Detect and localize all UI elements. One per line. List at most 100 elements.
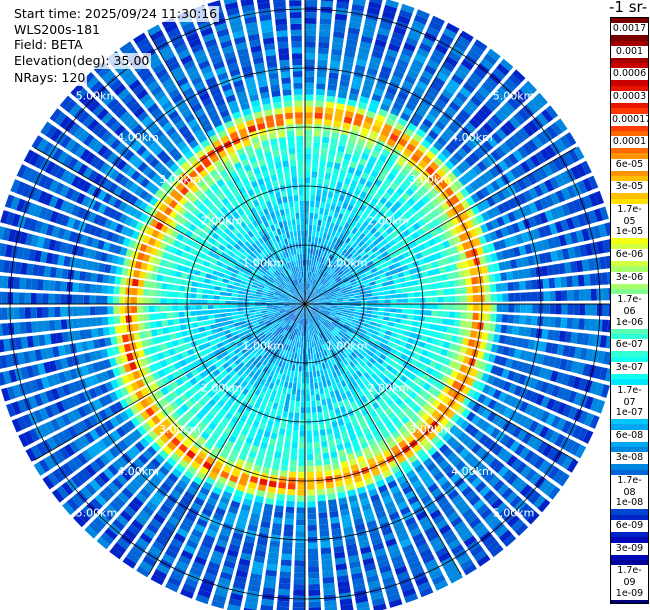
ray-gate bbox=[447, 280, 455, 288]
ray-gate bbox=[440, 348, 449, 357]
ray-gate bbox=[305, 306, 308, 313]
ray-gate bbox=[398, 425, 408, 435]
ray-gate bbox=[460, 287, 467, 294]
ray-gate bbox=[302, 318, 304, 325]
ray-gate bbox=[402, 298, 409, 303]
ray-gate bbox=[297, 495, 305, 502]
ray-gate bbox=[501, 214, 511, 225]
ray-gate bbox=[445, 105, 457, 117]
ray-gate bbox=[451, 494, 463, 506]
ray-gate bbox=[264, 575, 277, 583]
ray-gate bbox=[18, 307, 26, 319]
ray-gate bbox=[369, 253, 377, 260]
ray-gate bbox=[442, 288, 450, 296]
ray-gate bbox=[347, 383, 354, 391]
ray-gate bbox=[354, 188, 362, 196]
ray-gate bbox=[370, 365, 378, 372]
ray-gate bbox=[318, 275, 323, 282]
ray-gate bbox=[501, 314, 509, 323]
ray-gate bbox=[349, 345, 356, 352]
ray-gate bbox=[262, 436, 270, 444]
ray-gate bbox=[305, 230, 308, 237]
ray-gate bbox=[305, 306, 307, 313]
ray-gate bbox=[305, 165, 311, 172]
ray-gate bbox=[325, 252, 330, 259]
ray-gate bbox=[284, 399, 290, 406]
ray-gate bbox=[286, 423, 293, 431]
ray-gate bbox=[451, 73, 464, 85]
ray-gate bbox=[60, 281, 68, 292]
ray-gate bbox=[196, 316, 203, 322]
ray-gate bbox=[283, 405, 289, 412]
ray-gate bbox=[421, 139, 432, 149]
ray-gate bbox=[488, 274, 496, 283]
ray-gate bbox=[358, 158, 367, 166]
ray-gate bbox=[500, 272, 508, 281]
ray-gate bbox=[293, 335, 297, 341]
ray-gate bbox=[295, 365, 299, 372]
ray-gate bbox=[566, 275, 573, 288]
ray-gate bbox=[321, 238, 326, 245]
ray-gate bbox=[306, 442, 313, 449]
ray-gate bbox=[247, 481, 257, 490]
ray-gate bbox=[347, 166, 356, 174]
ray-gate bbox=[488, 353, 496, 363]
ray-gate bbox=[328, 505, 338, 512]
ray-gate bbox=[360, 341, 367, 347]
ray-gate bbox=[365, 141, 374, 150]
ray-gate bbox=[502, 293, 509, 302]
ray-gate bbox=[249, 304, 255, 307]
ray-gate bbox=[472, 312, 479, 321]
ray-gate bbox=[545, 105, 559, 119]
ray-gate bbox=[307, 471, 315, 478]
ray-gate bbox=[324, 282, 330, 287]
ray-gate bbox=[277, 434, 285, 441]
ray-gate bbox=[378, 373, 387, 381]
ray-gate bbox=[307, 548, 319, 555]
ray-gate bbox=[325, 308, 331, 311]
ray-gate bbox=[273, 457, 281, 465]
ray-gate bbox=[310, 272, 313, 279]
ray-gate bbox=[421, 215, 431, 224]
ray-gate bbox=[388, 511, 400, 521]
ray-gate bbox=[510, 336, 518, 347]
ray-gate bbox=[328, 210, 334, 217]
ray-gate bbox=[416, 408, 426, 418]
ray-gate bbox=[355, 264, 362, 270]
ray-gate bbox=[511, 426, 523, 438]
ray-gate bbox=[383, 123, 393, 133]
ray-gate bbox=[376, 254, 384, 261]
ray-gate bbox=[311, 293, 316, 298]
ray-gate bbox=[274, 505, 284, 513]
ray-gate bbox=[540, 381, 550, 394]
ray-gate bbox=[322, 289, 328, 294]
ray-gate bbox=[334, 551, 346, 559]
ray-gate bbox=[562, 345, 571, 357]
ray-gate bbox=[451, 352, 460, 361]
ray-gate bbox=[308, 290, 312, 297]
ray-gate bbox=[550, 370, 559, 383]
ray-gate bbox=[359, 332, 366, 338]
ray-gate bbox=[143, 289, 150, 296]
ray-gate bbox=[249, 312, 256, 316]
ray-gate bbox=[543, 482, 556, 496]
ray-gate bbox=[389, 231, 398, 239]
ray-gate bbox=[343, 56, 355, 64]
ray-gate bbox=[508, 116, 521, 129]
ray-gate bbox=[377, 108, 388, 118]
ray-gate bbox=[312, 248, 316, 255]
ray-gate bbox=[579, 304, 586, 316]
ray-gate bbox=[313, 286, 317, 292]
ray-gate bbox=[406, 234, 415, 243]
ray-gate bbox=[208, 314, 215, 320]
ray-gate bbox=[584, 289, 592, 301]
ray-gate bbox=[383, 316, 390, 321]
ray-gate bbox=[590, 304, 597, 316]
ray-gate bbox=[392, 490, 403, 500]
ray-gate bbox=[85, 329, 93, 339]
ray-gate bbox=[220, 287, 227, 292]
ray-gate bbox=[578, 378, 588, 391]
ray-gate bbox=[301, 377, 305, 384]
ray-gate bbox=[442, 61, 455, 73]
ray-gate bbox=[561, 290, 568, 301]
